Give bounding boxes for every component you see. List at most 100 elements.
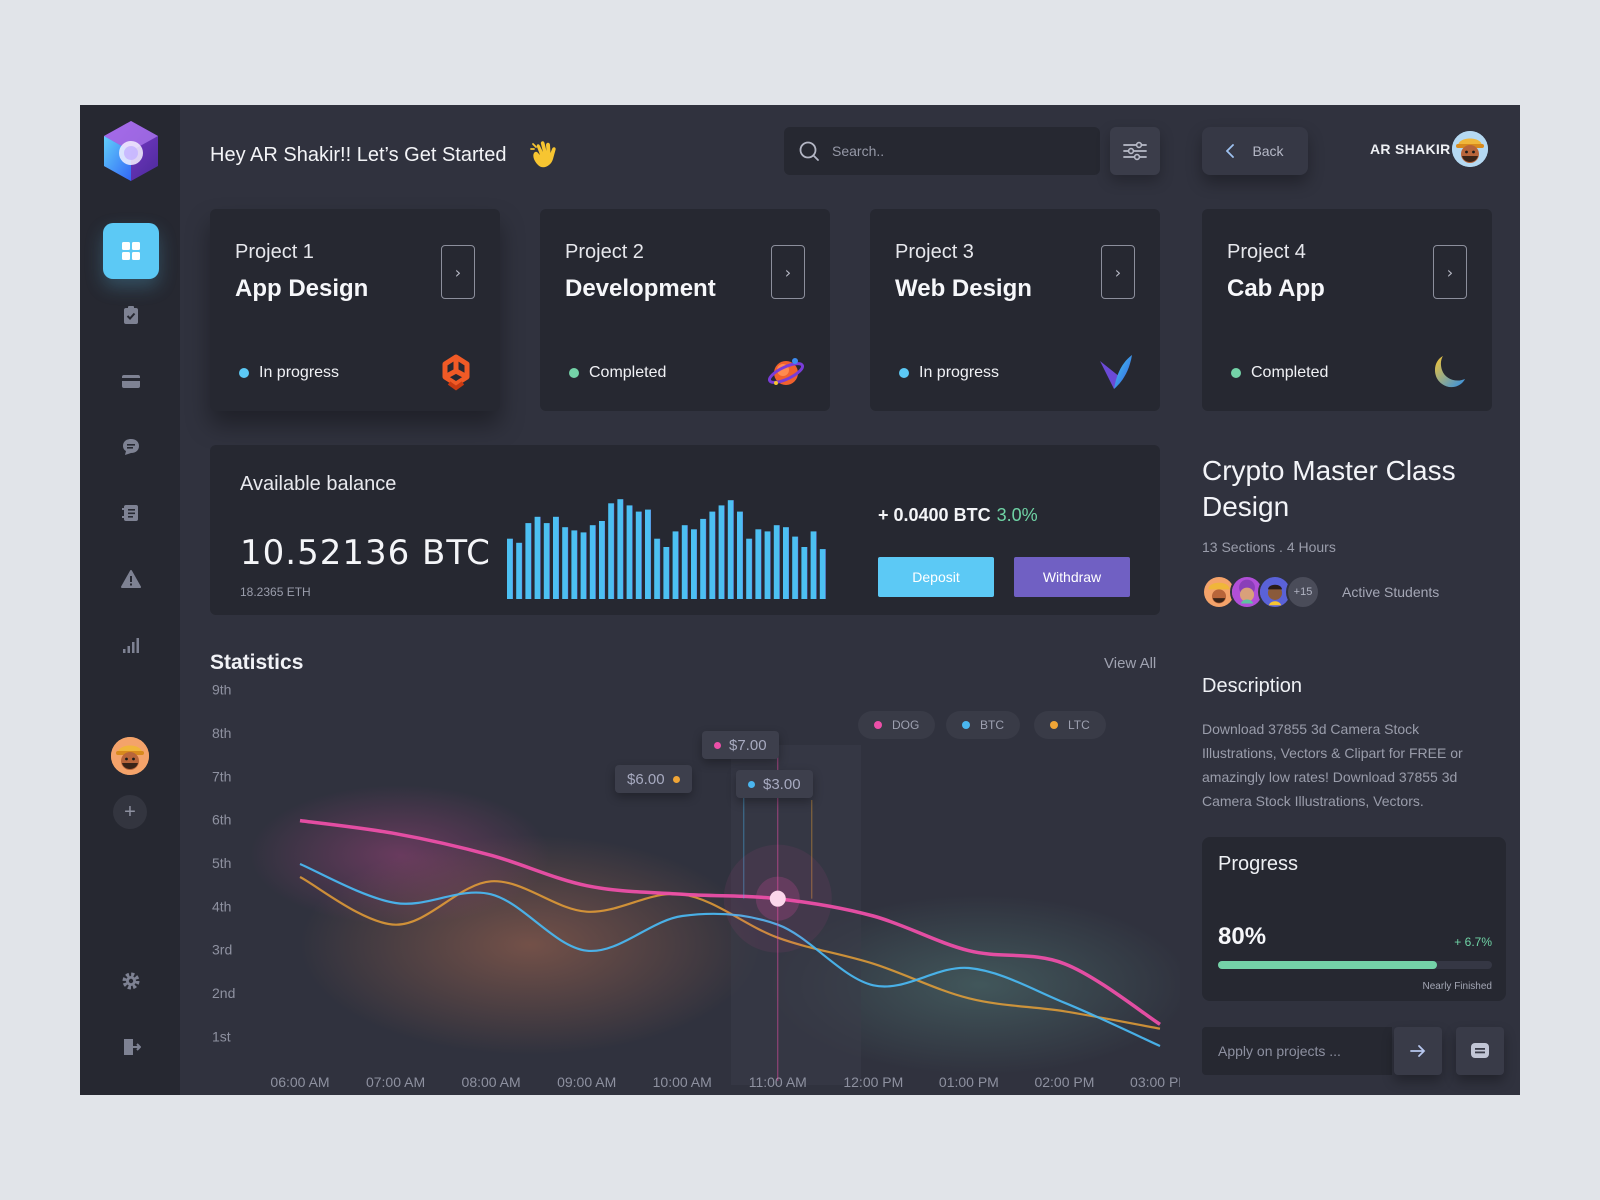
user-avatar[interactable] bbox=[1452, 131, 1488, 167]
add-button[interactable]: + bbox=[113, 795, 147, 829]
bar-chart-icon bbox=[123, 638, 139, 653]
project-name: Cab App bbox=[1227, 275, 1325, 302]
dashboard-app: + Hey AR Shakir!! Let’s Get Started Back… bbox=[80, 105, 1520, 1095]
y-tick-label: 9th bbox=[212, 685, 231, 698]
settings-icon bbox=[122, 972, 140, 990]
search-input[interactable] bbox=[832, 143, 1072, 159]
project-card-1[interactable]: Project 1 App Design › In progress bbox=[210, 209, 500, 411]
project-open-button[interactable]: › bbox=[771, 245, 805, 299]
chat-button[interactable] bbox=[1456, 1027, 1504, 1075]
nav-contacts[interactable] bbox=[103, 485, 159, 541]
tooltip-dot bbox=[714, 741, 721, 749]
project-name: Development bbox=[565, 275, 716, 302]
moon-icon bbox=[1434, 356, 1465, 388]
project-number: Project 2 bbox=[565, 241, 644, 263]
y-tick-label: 5th bbox=[212, 855, 231, 871]
nav-tasks[interactable] bbox=[103, 287, 159, 343]
balance-bar bbox=[801, 547, 808, 599]
greeting-text: Hey AR Shakir!! Let’s Get Started bbox=[210, 143, 507, 166]
project-number: Project 1 bbox=[235, 241, 314, 263]
course-title: Crypto Master Class Design bbox=[1202, 455, 1456, 522]
nav-alerts[interactable] bbox=[103, 551, 159, 607]
balance-sub-value: 18.2365 ETH bbox=[240, 585, 311, 599]
balance-bar bbox=[599, 521, 605, 599]
view-all-link[interactable]: View All bbox=[1104, 655, 1157, 672]
project-open-button[interactable]: › bbox=[1101, 245, 1135, 299]
back-button[interactable]: Back bbox=[1202, 127, 1308, 175]
project-card-4[interactable]: Project 4 Cab App › Completed bbox=[1202, 209, 1492, 411]
search-bar[interactable] bbox=[784, 127, 1100, 175]
withdraw-button[interactable]: Withdraw bbox=[1014, 557, 1130, 597]
student-avatar bbox=[1230, 575, 1264, 609]
status-dot bbox=[569, 368, 579, 378]
back-label: Back bbox=[1252, 143, 1284, 159]
x-tick-label: 08:00 AM bbox=[462, 1074, 521, 1090]
arrow-right-icon bbox=[1410, 1045, 1426, 1057]
status-text: Completed bbox=[1251, 364, 1329, 381]
more-students-badge: +15 bbox=[1286, 575, 1320, 609]
chart-highlight-band bbox=[731, 745, 861, 1085]
series-line-dog bbox=[299, 818, 1161, 1026]
project-status: In progress bbox=[899, 364, 999, 382]
tooltip-dot bbox=[748, 780, 755, 788]
project-open-button[interactable]: › bbox=[1433, 245, 1467, 299]
series-line-ltc bbox=[299, 876, 1161, 1030]
statistics-title: Statistics bbox=[210, 651, 304, 674]
apply-submit-button[interactable] bbox=[1394, 1027, 1442, 1075]
balance-bar bbox=[617, 499, 624, 599]
balance-bar bbox=[589, 525, 596, 599]
balance-bar bbox=[580, 532, 587, 599]
balance-label: Available balance bbox=[240, 473, 397, 495]
balance-bar bbox=[534, 516, 541, 599]
chevron-right-icon: › bbox=[454, 262, 462, 282]
balance-value: 10.52136 BTC bbox=[240, 533, 491, 573]
legend-ltc[interactable]: LTC bbox=[1034, 711, 1106, 739]
balance-bar bbox=[562, 527, 569, 599]
y-tick-label: 7th bbox=[212, 768, 231, 784]
progress-track bbox=[1218, 961, 1492, 969]
progress-change: + 6.7% bbox=[1454, 935, 1492, 949]
balance-change-percent: 3.0% bbox=[996, 505, 1038, 525]
legend-dog[interactable]: DOG bbox=[858, 711, 936, 739]
tooltip-ltc: $6.00 bbox=[615, 765, 692, 793]
balance-bar bbox=[700, 518, 707, 599]
project-card-2[interactable]: Project 2 Development › Completed bbox=[540, 209, 830, 411]
nav-dashboard[interactable] bbox=[103, 223, 159, 279]
marker-point[interactable] bbox=[769, 890, 786, 907]
x-tick-label: 06:00 AM bbox=[270, 1074, 329, 1090]
legend-label: DOG bbox=[892, 718, 920, 732]
filter-button[interactable] bbox=[1110, 127, 1160, 175]
project-card-3[interactable]: Project 3 Web Design › In progress bbox=[870, 209, 1160, 411]
cube-logo-icon[interactable] bbox=[102, 119, 160, 183]
apply-field[interactable] bbox=[1202, 1027, 1392, 1075]
tooltip-value: $6.00 bbox=[627, 770, 665, 788]
tooltip-value: $3.00 bbox=[763, 775, 801, 793]
balance-bar bbox=[608, 503, 615, 599]
logout-icon bbox=[124, 1039, 141, 1055]
nav-analytics[interactable] bbox=[103, 617, 159, 673]
progress-note: Nearly Finished bbox=[1422, 981, 1492, 992]
sidebar-avatar[interactable] bbox=[111, 737, 149, 775]
nav-messages[interactable] bbox=[103, 419, 159, 475]
balance-bar bbox=[681, 525, 688, 599]
card-icon bbox=[122, 375, 140, 388]
project-open-button[interactable]: › bbox=[441, 245, 475, 299]
project-number: Project 4 bbox=[1227, 241, 1306, 263]
active-students[interactable]: +15 Active Students bbox=[1202, 575, 1439, 609]
students-label: Active Students bbox=[1342, 584, 1440, 600]
balance-bar bbox=[663, 547, 670, 599]
status-text: In progress bbox=[259, 364, 340, 381]
balance-bar bbox=[737, 511, 743, 599]
nav-settings[interactable] bbox=[103, 953, 159, 1009]
nav-wallet[interactable] bbox=[103, 353, 159, 409]
balance-bar bbox=[755, 529, 762, 599]
nav-logout[interactable] bbox=[103, 1019, 159, 1075]
apply-input[interactable] bbox=[1218, 1043, 1388, 1059]
x-tick-label: 03:00 PM bbox=[1130, 1074, 1180, 1090]
legend-btc[interactable]: BTC bbox=[946, 711, 1020, 739]
project-name: App Design bbox=[235, 275, 369, 302]
warning-icon bbox=[121, 570, 141, 588]
contacts-icon bbox=[122, 505, 138, 521]
deposit-button[interactable]: Deposit bbox=[878, 557, 994, 597]
tooltip-dog: $7.00 bbox=[702, 731, 779, 759]
